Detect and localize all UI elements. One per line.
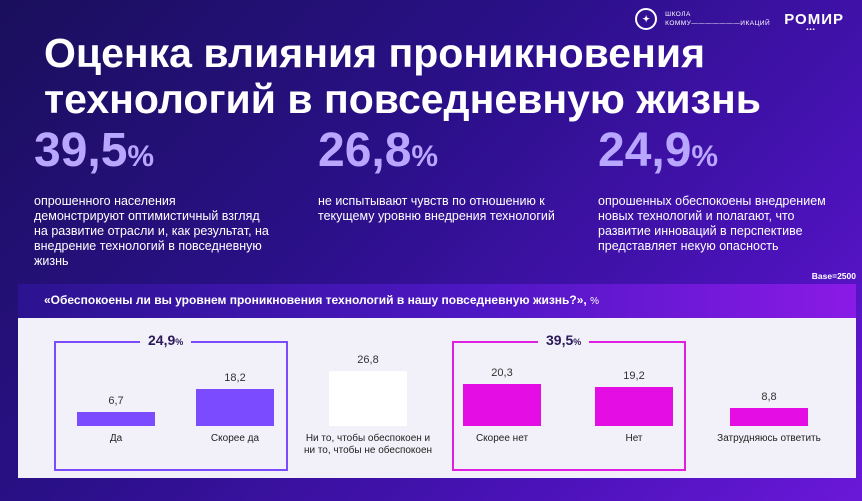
chart-panel: 24,9% 39,5% 6,7 Да 18,2 Скорее да 26,8 Ни то,… [18, 318, 856, 478]
romir-dots-icon: ▪▪▪ [806, 26, 816, 33]
bar-value-label-1: 18,2 [224, 371, 246, 384]
hse-text-line1: ШКОЛА [665, 11, 691, 18]
bar-1 [196, 388, 274, 426]
question-text: «Обеспокоены ли вы уровнем проникновения… [44, 293, 587, 307]
hse-text-line2: КОММУ———————ИКАЦИЙ [665, 20, 771, 27]
stat-1: 39,5% опрошенного населения демонстрирую… [34, 126, 269, 269]
stat-3-desc: опрошенных обеспокоены внедрением новых … [598, 194, 826, 253]
bar-value-label-4: 19,2 [623, 369, 645, 382]
bar-value-label-5: 8,8 [761, 390, 777, 403]
stat-1-value: 39,5 [34, 124, 128, 177]
question-bar: «Обеспокоены ли вы уровнем проникновения… [18, 284, 856, 318]
stat-3: 24,9% опрошенных обеспокоены внедрением … [598, 126, 838, 254]
stat-1-desc: опрошенного населения демонстрируют опти… [34, 194, 269, 268]
romir-logo: РОМИР ▪▪▪ [784, 10, 844, 33]
stat-3-value: 24,9 [598, 124, 692, 177]
bar-3 [463, 384, 541, 426]
hse-emblem-icon: ✦ [635, 8, 658, 30]
logos: ✦ ШКОЛА КОММУ———————ИКАЦИЙ РОМИР ▪▪▪ [635, 8, 844, 33]
stat-2: 26,8% не испытывают чувств по отношению … [318, 126, 568, 224]
category-label-1: Скорее да [210, 433, 260, 444]
base-label: Base=2500 [811, 271, 856, 281]
category-label-4: Нет [625, 433, 643, 444]
page-title: Оценка влияния проникновения технологий … [44, 30, 761, 122]
category-label-3: Скорее нет [475, 433, 529, 444]
bar-value-label-0: 6,7 [108, 395, 124, 408]
hse-logo: ✦ ШКОЛА КОММУ———————ИКАЦИЙ [635, 8, 770, 30]
bar-value-label-2: 26,8 [357, 354, 379, 367]
category-label-0: Да [109, 433, 123, 444]
question-unit: % [590, 296, 600, 307]
group-not-concerned-label: 39,5% [538, 332, 590, 348]
group-concerned-label: 24,9% [140, 332, 192, 348]
stat-1-unit: % [127, 140, 155, 173]
stat-2-desc: не испытывают чувств по отношению к теку… [318, 194, 555, 223]
bar-value-label-3: 20,3 [491, 367, 513, 380]
stat-3-unit: % [691, 140, 719, 173]
bar-0 [77, 412, 155, 426]
stat-2-value: 26,8 [318, 124, 412, 177]
category-label-5: Затрудняюсь ответить [717, 433, 821, 444]
stat-2-unit: % [411, 140, 439, 173]
bar-5 [730, 407, 808, 426]
bar-4 [595, 386, 673, 426]
bar-2 [329, 371, 407, 426]
romir-logo-text: РОМИР [784, 10, 844, 28]
category-label-2: Ни то, чтобы обеспокоен и ни то, чтобы н… [303, 433, 433, 456]
